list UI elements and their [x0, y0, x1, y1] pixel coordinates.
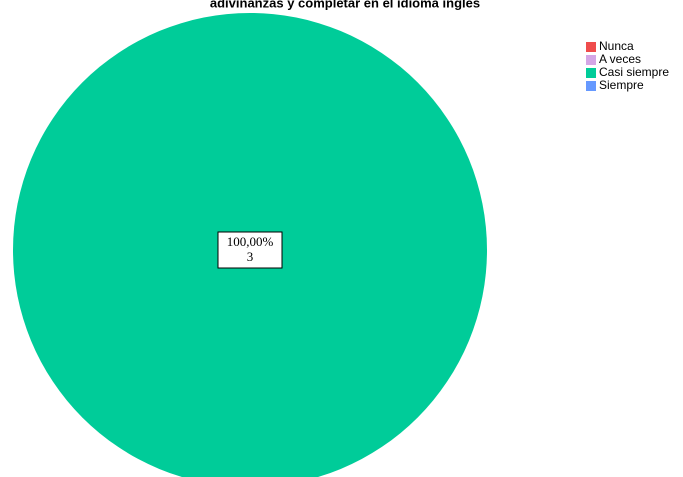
percentage-label: 100,00% — [227, 234, 274, 249]
legend-label: Nunca — [599, 39, 634, 53]
legend-swatch — [586, 68, 596, 78]
chart-title: adivinanzas y completar en el idioma ing… — [210, 0, 480, 10]
value-label-box — [217, 231, 283, 269]
legend-swatch — [586, 55, 596, 65]
legend-swatch — [586, 81, 596, 91]
legend-label: Siempre — [599, 78, 644, 92]
legend-swatch — [586, 42, 596, 52]
legend-label: Casi siempre — [599, 65, 669, 79]
legend-label: A veces — [599, 52, 641, 66]
value-label: 3 — [247, 249, 254, 264]
